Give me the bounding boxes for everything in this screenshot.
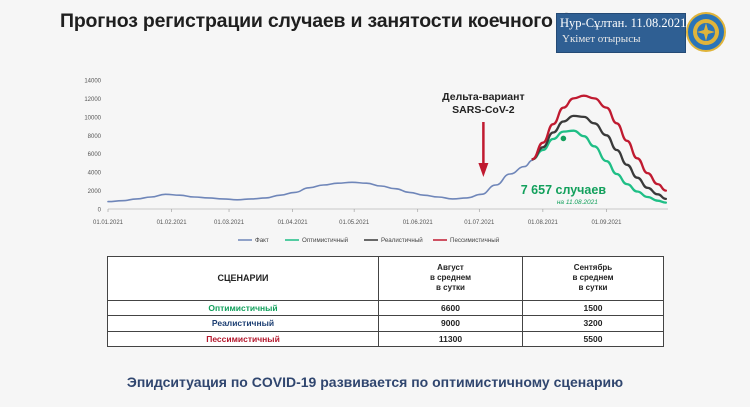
header-scenarios: СЦЕНАРИИ [107, 256, 379, 301]
current-cases-label: 7 657 случаев [521, 183, 607, 197]
series-layer [107, 94, 668, 204]
x-tick-label: 01.02.2021 [157, 220, 188, 226]
fact-series-line [107, 159, 534, 203]
delta-variant-sublabel: SARS-CoV-2 [452, 104, 515, 116]
y-tick-label: 6000 [88, 152, 102, 158]
optimistic-series-line [531, 129, 668, 204]
tv-caption-location-date: Нур-Сұлтан. 11.08.2021 [560, 16, 687, 30]
header-august: Август в среднем в сутки [378, 256, 523, 301]
legend-entry: Пессимистичный [450, 237, 500, 244]
y-tick-label: 2000 [88, 189, 102, 195]
realistic-series-line [531, 114, 668, 201]
table-row: Оптимистичный 6600 1500 [107, 299, 664, 317]
header-august-label: Август в среднем в сутки [429, 263, 472, 293]
y-tick-label: 10000 [84, 115, 101, 121]
scenario-name-pessimistic: Пессимистичный [107, 330, 379, 348]
august-value: 9000 [378, 315, 523, 332]
header-scenarios-label: СЦЕНАРИИ [217, 273, 269, 284]
table-row: Пессимистичный 11300 5500 [107, 330, 664, 348]
tv-caption-box [556, 13, 686, 53]
header-september: Сентябрь в среднем в сутки [522, 256, 664, 301]
y-tick-label: 0 [98, 208, 102, 214]
scenario-name-optimistic: Оптимистичный [107, 299, 379, 317]
delta-variant-label: Дельта-вариант [442, 91, 524, 103]
august-value: 6600 [378, 299, 523, 317]
x-tick-label: 01.06.2021 [403, 220, 434, 226]
forecast-chart: 0 2000 4000 6000 8000 10000 12000 14000 01.01.2… [84, 79, 668, 244]
legend-entry: Реалистичный [381, 237, 423, 244]
x-tick-label: 01.03.2021 [214, 220, 245, 226]
september-value: 5500 [522, 330, 664, 348]
september-value: 3200 [522, 315, 664, 332]
delta-arrow-icon [478, 163, 489, 177]
conclusion-text: Эпидситуация по COVID-19 развивается по … [126, 374, 624, 390]
tv-caption-event: Үкімет отырысы [562, 33, 641, 45]
x-tick-label: 01.09.2021 [591, 220, 622, 226]
legend-entry: Оптимистичный [302, 237, 349, 244]
pessimistic-series-line [531, 94, 668, 192]
y-tick-label: 8000 [88, 134, 102, 140]
y-tick-label: 12000 [84, 97, 101, 103]
slide-title: Прогноз регистрации случаев и занятости … [60, 10, 677, 32]
y-axis: 0 2000 4000 6000 8000 10000 12000 14000 [84, 79, 668, 214]
august-value: 11300 [378, 330, 523, 348]
current-cases-marker [560, 135, 567, 142]
legend-entry: Факт [255, 237, 269, 244]
x-tick-label: 01.05.2021 [339, 220, 370, 226]
x-tick-label: 01.07.2021 [464, 220, 495, 226]
current-cases-date: на 11.08.2021 [557, 199, 598, 206]
chart-legend: Факт Оптимистичный Реалистичный Пессимистич… [238, 237, 500, 244]
x-tick-label: 01.04.2021 [278, 220, 309, 226]
scenario-table: СЦЕНАРИИ Август в среднем в сутки Сентябрь… [107, 256, 664, 348]
x-tick-label: 01.01.2021 [93, 220, 124, 226]
table-header-row: СЦЕНАРИИ Август в среднем в сутки Сентябрь… [107, 256, 664, 301]
september-value: 1500 [522, 299, 664, 317]
x-tick-label: 01.08.2021 [528, 220, 559, 226]
y-tick-label: 4000 [88, 171, 102, 177]
table-row: Реалистичный 9000 3200 [107, 315, 664, 332]
scenario-name-realistic: Реалистичный [107, 315, 379, 332]
header-september-label: Сентябрь в среднем в сутки [572, 263, 614, 293]
x-axis: 01.01.2021 01.02.2021 01.03.2021 01.04.2021… [93, 209, 622, 226]
state-emblem-icon [686, 12, 726, 52]
y-tick-label: 14000 [84, 79, 101, 85]
